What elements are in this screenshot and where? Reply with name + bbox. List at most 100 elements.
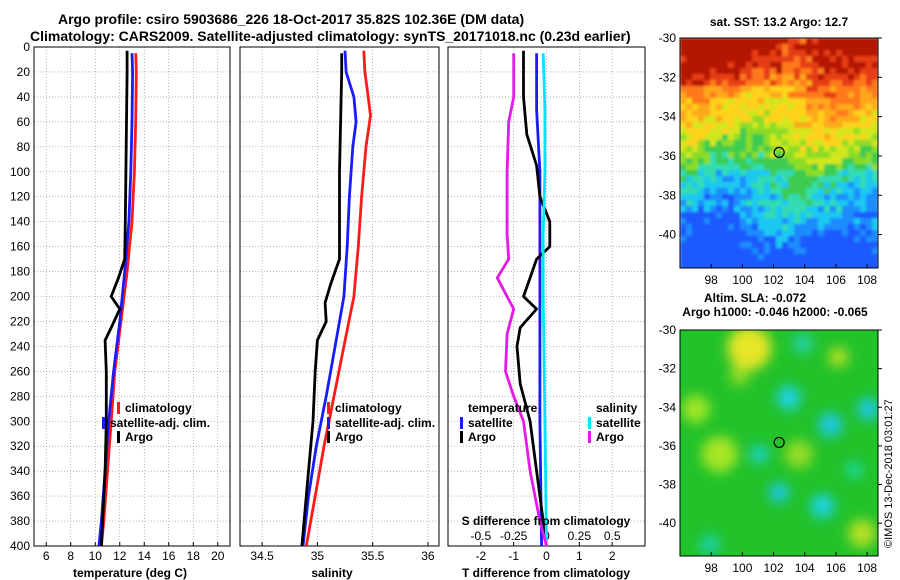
- sst-cell: [788, 116, 795, 123]
- sst-cell: [812, 164, 819, 171]
- sst-cell: [740, 152, 747, 159]
- sst-cell: [734, 188, 741, 195]
- sst-cell: [854, 206, 861, 213]
- sst-cell: [788, 128, 795, 135]
- sst-cell: [716, 38, 723, 45]
- sst-cell: [746, 146, 753, 153]
- sst-cell: [752, 206, 759, 213]
- sst-cell: [710, 128, 717, 135]
- sst-cell: [800, 92, 807, 99]
- sst-cell: [758, 266, 765, 268]
- sst-cell: [716, 62, 723, 69]
- sst-cell: [824, 128, 831, 135]
- sst-cell: [860, 224, 867, 231]
- sst-cell: [728, 68, 735, 75]
- sst-cell: [830, 164, 837, 171]
- sst-cell: [704, 212, 711, 219]
- sst-cell: [824, 44, 831, 51]
- sst-cell: [782, 116, 789, 123]
- sst-cell: [854, 158, 861, 165]
- y-tick-label: 340: [10, 464, 30, 478]
- sst-cell: [776, 224, 783, 231]
- sst-cell: [764, 44, 771, 51]
- sst-cell: [872, 218, 878, 225]
- sst-cell: [752, 158, 759, 165]
- sst-cell: [722, 56, 729, 63]
- sst-cell: [824, 158, 831, 165]
- y-tick-label: 120: [10, 190, 30, 204]
- sst-cell: [854, 236, 861, 243]
- sst-cell: [818, 236, 825, 243]
- map-y-tick-label: -30: [659, 323, 677, 337]
- map-x-tick-label: 108: [857, 273, 877, 287]
- sst-cell: [746, 206, 753, 213]
- sst-cell: [806, 38, 813, 45]
- sst-cell: [848, 164, 855, 171]
- sst-cell: [812, 206, 819, 213]
- sst-cell: [722, 230, 729, 237]
- sst-cell: [710, 62, 717, 69]
- sst-cell: [782, 44, 789, 51]
- sst-cell: [692, 152, 699, 159]
- sst-cell: [872, 158, 878, 165]
- sst-cell: [758, 134, 765, 141]
- sst-cell: [842, 86, 849, 93]
- sst-cell: [830, 146, 837, 153]
- sst-cell: [830, 98, 837, 105]
- sst-cell: [848, 218, 855, 225]
- sst-cell: [716, 98, 723, 105]
- sst-cell: [800, 56, 807, 63]
- sst-cell: [734, 146, 741, 153]
- sst-cell: [824, 146, 831, 153]
- sst-cell: [860, 206, 867, 213]
- sst-cell: [860, 128, 867, 135]
- sst-cell: [764, 92, 771, 99]
- s-tick-label: 0.5: [604, 529, 621, 543]
- s-tick-label: 0.25: [568, 529, 592, 543]
- sst-cell: [818, 146, 825, 153]
- sst-cell: [818, 50, 825, 57]
- sst-cell: [686, 140, 693, 147]
- sst-cell: [704, 230, 711, 237]
- sst-cell: [818, 128, 825, 135]
- sst-cell: [710, 98, 717, 105]
- sst-cell: [752, 218, 759, 225]
- sst-cell: [722, 62, 729, 69]
- sst-cell: [800, 236, 807, 243]
- sst-cell: [794, 56, 801, 63]
- sst-cell: [782, 68, 789, 75]
- sst-cell: [686, 182, 693, 189]
- sst-cell: [854, 182, 861, 189]
- sst-cell: [860, 242, 867, 249]
- sst-cell: [866, 236, 873, 243]
- sst-cell: [722, 146, 729, 153]
- sst-cell: [680, 176, 687, 183]
- sst-cell: [680, 230, 687, 237]
- sst-cell: [854, 242, 861, 249]
- sst-cell: [704, 104, 711, 111]
- sst-cell: [686, 206, 693, 213]
- sst-cell: [866, 146, 873, 153]
- sst-cell: [716, 50, 723, 57]
- sst-cell: [836, 140, 843, 147]
- sst-cell: [758, 236, 765, 243]
- sst-cell: [812, 194, 819, 201]
- sst-cell: [686, 92, 693, 99]
- sst-cell: [734, 56, 741, 63]
- argo-location-marker: [773, 146, 785, 159]
- sst-cell: [770, 38, 777, 45]
- sst-cell: [782, 140, 789, 147]
- sst-cell: [812, 266, 819, 268]
- sst-cell: [794, 86, 801, 93]
- sst-cell: [734, 224, 741, 231]
- series-salinity-satellite: [541, 53, 548, 547]
- sst-cell: [806, 182, 813, 189]
- sst-cell: [836, 128, 843, 135]
- sst-cell: [752, 200, 759, 207]
- x-tick-label: 0: [543, 549, 550, 563]
- sst-cell: [824, 266, 831, 268]
- sst-cell: [806, 194, 813, 201]
- sst-cell: [764, 182, 771, 189]
- sst-cell: [812, 182, 819, 189]
- sst-cell: [830, 74, 837, 81]
